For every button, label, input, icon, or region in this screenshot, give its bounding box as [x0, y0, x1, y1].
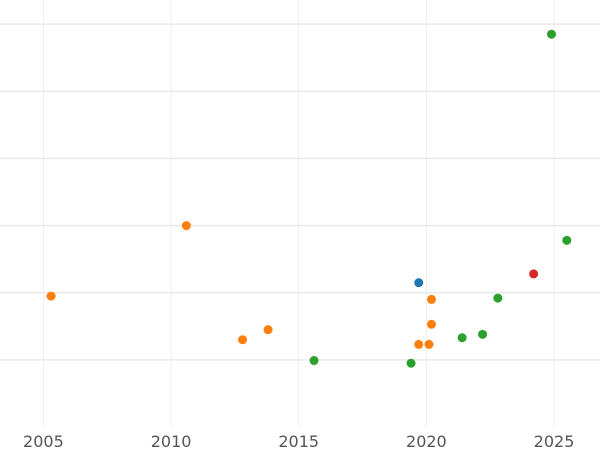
x-tick-label: 2025 — [534, 432, 575, 450]
data-point — [406, 358, 416, 368]
data-point — [493, 293, 503, 303]
x-tick-label: 2015 — [278, 432, 319, 450]
x-tick-label: 2020 — [406, 432, 447, 450]
data-point — [238, 335, 248, 345]
data-point — [263, 325, 273, 335]
data-points — [46, 29, 572, 368]
data-point — [478, 329, 488, 339]
data-point — [46, 291, 56, 301]
data-point — [414, 339, 424, 349]
data-point — [426, 319, 436, 329]
data-point — [457, 333, 467, 343]
data-point — [529, 269, 539, 279]
data-point — [562, 235, 572, 245]
x-tick-label: 2010 — [151, 432, 192, 450]
data-point — [424, 339, 434, 349]
x-tick-label: 2005 — [23, 432, 64, 450]
x-axis-ticks: 2005 2010 2015 2020 2025 — [23, 432, 574, 450]
data-point — [426, 294, 436, 304]
data-point — [546, 29, 556, 39]
data-point — [414, 278, 424, 288]
grid-lines — [0, 0, 600, 427]
data-point — [309, 356, 319, 366]
data-point — [181, 221, 191, 231]
